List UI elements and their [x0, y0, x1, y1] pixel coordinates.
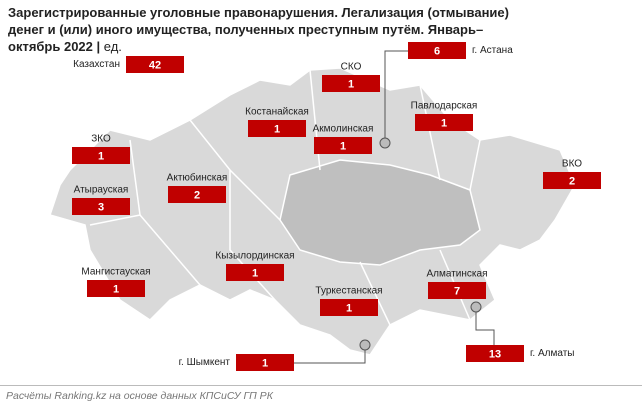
region-name: Казахстан [73, 59, 120, 70]
value-box [320, 299, 378, 316]
region-name: Атырауская [74, 185, 129, 196]
city-marker [359, 339, 371, 351]
region-value: 1 [252, 267, 258, 279]
region-name: Костанайская [245, 107, 309, 118]
central-region [279, 159, 481, 266]
region-name: г. Астана [472, 45, 513, 56]
city-marker [470, 301, 482, 313]
value-box [466, 345, 524, 362]
region-value: 2 [194, 189, 200, 201]
value-box [543, 172, 601, 189]
map: 42 Казахстан 1 СКО 6 г. Астана 1 Костанайская 1 А… [49, 42, 601, 371]
value-box [415, 114, 473, 131]
region-value: 1 [348, 78, 354, 90]
region-name: СКО [341, 62, 362, 73]
region-value: 1 [340, 140, 346, 152]
region-value: 1 [346, 302, 352, 314]
value-box [87, 280, 145, 297]
region-value: 1 [98, 150, 104, 162]
title-block: Зарегистрированные уголовные правонаруше… [8, 5, 509, 54]
value-box [72, 198, 130, 215]
region-value: 3 [98, 201, 104, 213]
region-value: 1 [441, 117, 447, 129]
connectors [294, 50, 495, 364]
region-borders [89, 69, 481, 326]
region-value: 1 [113, 283, 119, 295]
footer: Расчёты Ranking.kz на основе данных КПСи… [6, 390, 273, 402]
value-box [126, 56, 184, 73]
region-value: 1 [274, 123, 280, 135]
value-box [248, 120, 306, 137]
region-name: Алматинская [427, 269, 488, 280]
value-box [314, 137, 372, 154]
region-name: Мангистауская [81, 267, 150, 278]
value-box [168, 186, 226, 203]
region-name: Актюбинская [167, 172, 228, 184]
region-name: Кызылординская [215, 251, 294, 262]
title: Зарегистрированные уголовные правонаруше… [8, 5, 509, 54]
value-box [226, 264, 284, 281]
region-value: 2 [569, 175, 575, 187]
value-box [236, 354, 294, 371]
value-box [428, 282, 486, 299]
region-value: 13 [489, 348, 501, 360]
region-value: 1 [262, 357, 268, 369]
region-name: ЗКО [91, 134, 111, 145]
city-marker [379, 137, 391, 149]
value-box [322, 75, 380, 92]
region-name: Павлодарская [411, 101, 478, 112]
region-value: 7 [454, 285, 460, 297]
unit: ед. [103, 39, 122, 54]
region-name: Акмолинская [313, 124, 374, 135]
value-box [72, 147, 130, 164]
region-value: 42 [149, 59, 161, 71]
region-name: г. Алматы [530, 348, 574, 359]
separator [0, 385, 642, 386]
region-name: Туркестанская [315, 286, 382, 297]
region-name: ВКО [562, 159, 582, 170]
value-box [408, 42, 466, 59]
region-name: г. Шымкент [179, 357, 231, 368]
region-value: 6 [434, 45, 440, 57]
